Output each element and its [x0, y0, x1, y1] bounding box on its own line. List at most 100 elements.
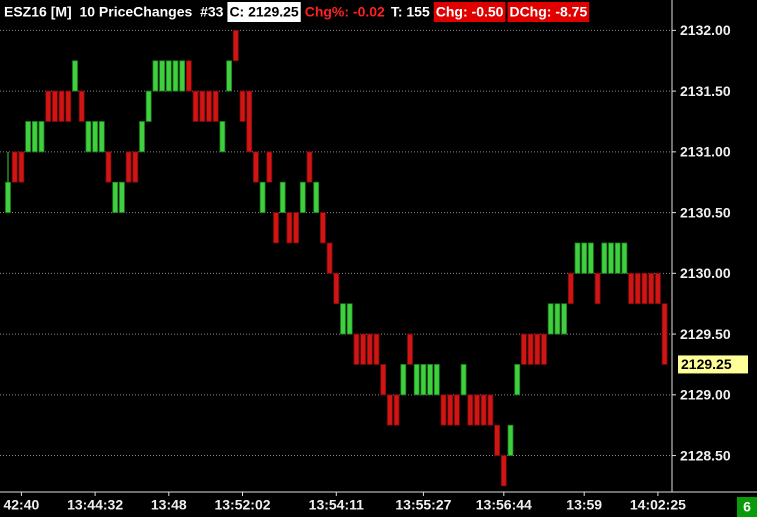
x-tick-label: 13:52:02: [214, 497, 270, 513]
header-item: Chg%: -0.02: [305, 4, 385, 20]
candle-body: [453, 394, 460, 426]
header-box: [227, 2, 301, 22]
candle-body: [527, 333, 534, 365]
candle-body: [366, 333, 373, 365]
candle-body: [340, 303, 346, 335]
candle-body: [386, 394, 393, 426]
candle-body: [306, 151, 313, 183]
candle-body: [112, 181, 119, 213]
candle-body: [534, 333, 541, 365]
candle-body: [279, 181, 286, 213]
candle-body: [52, 90, 58, 122]
candle-body: [440, 394, 447, 426]
header-item: Chg: -0.50: [436, 4, 504, 20]
candle-body: [380, 364, 387, 396]
candle-body: [628, 272, 634, 305]
candle-body: [326, 242, 333, 274]
candle-body: [45, 90, 52, 122]
candle-body: [661, 303, 668, 365]
candle-body: [286, 212, 293, 244]
candle-body: [393, 394, 400, 426]
candle-body: [400, 364, 407, 396]
candle-body: [72, 60, 78, 92]
candle-body: [373, 333, 380, 365]
candle-body: [319, 212, 326, 244]
candle-body: [219, 121, 226, 153]
candle-body: [494, 424, 501, 456]
candle-body: [212, 90, 219, 122]
candle-body: [601, 242, 608, 274]
candle-body: [634, 272, 641, 305]
y-tick-label: 2130.50: [680, 204, 731, 220]
candle-body: [547, 303, 554, 335]
candle-body: [185, 60, 192, 92]
candle-body: [139, 121, 145, 153]
candle-body: [648, 272, 655, 305]
candle-body: [480, 394, 487, 426]
candle-body: [65, 90, 72, 122]
candle-body: [500, 455, 507, 487]
candle-body: [507, 424, 514, 456]
y-tick-label: 2132.00: [680, 22, 731, 38]
candle-body: [588, 242, 594, 274]
candle-body: [165, 60, 172, 92]
x-tick-label: 14:02:25: [630, 497, 686, 513]
candle-body: [85, 121, 92, 153]
x-tick-label: 13:54:11: [309, 497, 364, 513]
candle-body: [433, 364, 440, 396]
candle-body: [655, 272, 661, 305]
y-tick-label: 2130.00: [680, 265, 731, 281]
candle-body: [152, 60, 159, 92]
candle-body: [5, 181, 11, 213]
candle-body: [273, 212, 279, 244]
candle-body: [594, 272, 601, 305]
candle-body: [487, 394, 494, 426]
candle-body: [541, 333, 547, 365]
candle-body: [78, 90, 85, 122]
candle-body: [159, 60, 166, 92]
x-tick-label: 13:59: [566, 497, 602, 513]
candle-body: [172, 60, 179, 92]
last-price-label: 2129.25: [681, 356, 732, 372]
candle-body: [145, 90, 152, 122]
candle-body: [92, 121, 98, 153]
candle-body: [226, 60, 233, 92]
candle-body: [58, 90, 65, 122]
candle-body: [574, 242, 581, 274]
x-tick-label: 13:44:32: [67, 497, 123, 513]
y-tick-label: 2128.50: [680, 447, 731, 463]
candle-body: [31, 121, 38, 153]
candle-body: [514, 364, 521, 396]
x-tick-label: 13:55:27: [395, 497, 451, 513]
candle-body: [259, 181, 266, 213]
candle-body: [608, 242, 614, 274]
header-item: DChg: -8.75: [509, 4, 587, 20]
candle-body: [239, 90, 246, 122]
candle-body: [460, 364, 467, 396]
badge-label: 6: [743, 499, 751, 515]
y-tick-label: 2129.50: [680, 326, 731, 342]
candle-body: [266, 151, 273, 183]
candle-body: [641, 272, 648, 305]
candle-body: [25, 121, 32, 153]
candle-body: [192, 90, 199, 122]
candle-body: [614, 242, 621, 274]
candle-body: [621, 242, 628, 274]
candle-body: [299, 181, 306, 213]
candle-body: [474, 394, 480, 426]
header-item: C: 2129.25: [229, 4, 298, 20]
candle-body: [554, 303, 561, 335]
candle-body: [413, 364, 420, 396]
candle-body: [353, 333, 360, 365]
last-price-box: [678, 355, 748, 374]
badge-box: [737, 497, 757, 517]
candle-body: [346, 303, 353, 335]
candle-body: [561, 303, 567, 335]
x-tick-label: 13:56:44: [476, 497, 532, 513]
x-tick-label: 42:40: [3, 497, 39, 513]
candle-body: [252, 151, 259, 183]
candle-body: [179, 60, 186, 92]
candle-body: [447, 394, 454, 426]
candle-body: [125, 151, 132, 183]
